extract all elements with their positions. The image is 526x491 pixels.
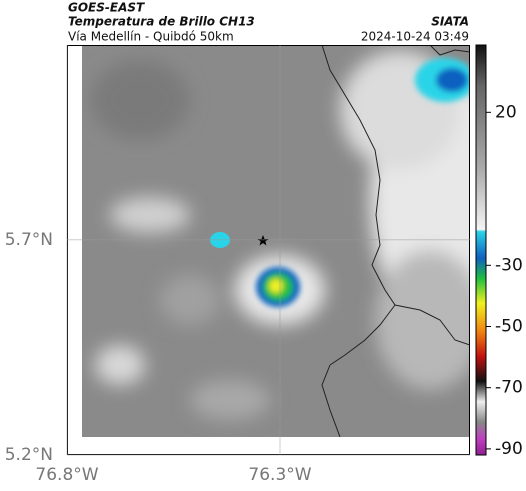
- location-marker: [257, 235, 269, 246]
- satellite-image: [82, 45, 470, 437]
- colorbar-tick-label: 20: [495, 102, 517, 122]
- x-tick-label: 76.3°W: [248, 465, 311, 485]
- map-frame: [67, 45, 470, 455]
- title: Temperatura de Brillo CH13: [68, 15, 255, 29]
- colorbar: [475, 44, 487, 456]
- subtitle: Vía Medellín - Quibdó 50km: [68, 30, 234, 44]
- agency: GOES-EAST: [68, 1, 145, 15]
- y-tick-label: 5.2°N: [5, 445, 53, 465]
- colorbar-tick-label: -30: [495, 255, 523, 275]
- source: SIATA: [431, 15, 469, 29]
- colorbar-tick-label: -50: [495, 316, 523, 336]
- x-tick-label: 76.8°W: [35, 465, 98, 485]
- colorbar-tick-label: -70: [495, 378, 523, 398]
- timestamp: 2024-10-24 03:49: [361, 30, 469, 44]
- colorbar-tick-label: -90: [495, 439, 523, 459]
- y-tick-label: 5.7°N: [5, 230, 53, 250]
